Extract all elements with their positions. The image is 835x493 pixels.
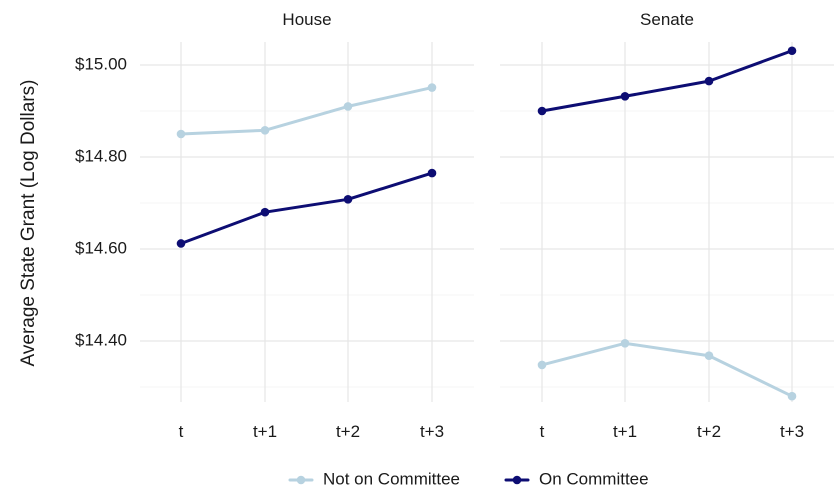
data-point-not-on-committee — [537, 360, 547, 370]
y-tick-label: $14.40 — [75, 330, 127, 349]
y-tick-label: $15.00 — [75, 54, 127, 73]
data-point-not-on-committee — [343, 102, 353, 111]
data-point-not-on-committee — [176, 129, 186, 139]
series-senate — [537, 46, 797, 401]
x-tick-labels-senate: t t+1 t+2 t+3 — [540, 422, 804, 441]
grid-house — [140, 42, 474, 402]
series-line-on-committee — [179, 171, 434, 245]
data-point-on-committee — [343, 195, 353, 204]
panel-senate: Senate t t+1 t+2 t+3 — [500, 10, 834, 441]
x-tick-label: t+1 — [613, 422, 637, 441]
legend-label: Not on Committee — [323, 469, 460, 488]
panel-house: House t t+1 t+2 t+3 — [140, 10, 474, 441]
data-point-not-on-committee — [260, 126, 270, 135]
data-point-not-on-committee — [704, 351, 714, 361]
data-point-not-on-committee — [620, 339, 630, 348]
data-point-on-committee — [176, 239, 186, 248]
series-line-on-committee — [540, 49, 794, 113]
series-line-not-on-committee — [540, 341, 794, 398]
x-tick-label: t+3 — [420, 422, 444, 441]
legend-item-on-committee: On Committee — [504, 469, 649, 488]
legend-key-point — [296, 475, 306, 485]
data-point-on-committee — [260, 207, 270, 217]
data-point-on-committee — [427, 168, 437, 178]
legend-label: On Committee — [539, 469, 649, 488]
facet-title-house: House — [282, 10, 331, 29]
x-tick-label: t+2 — [697, 422, 721, 441]
x-tick-labels-house: t t+1 t+2 t+3 — [179, 422, 444, 441]
x-tick-label: t — [179, 422, 184, 441]
x-tick-label: t+2 — [336, 422, 360, 441]
data-point-not-on-committee — [427, 83, 437, 92]
x-tick-label: t+1 — [253, 422, 277, 441]
x-tick-label: t+3 — [780, 422, 804, 441]
y-tick-labels: $14.40 $14.60 $14.80 $15.00 — [75, 54, 127, 349]
data-point-not-on-committee — [787, 391, 797, 401]
data-point-on-committee — [620, 91, 630, 101]
legend-key-point — [512, 475, 522, 485]
series-house — [176, 83, 437, 248]
data-point-on-committee — [704, 76, 714, 86]
legend: Not on Committee On Committee — [288, 469, 649, 488]
series-line-not-on-committee — [179, 86, 434, 136]
legend-item-not-on-committee: Not on Committee — [288, 469, 460, 488]
y-tick-label: $14.80 — [75, 146, 127, 165]
y-tick-label: $14.60 — [75, 238, 127, 257]
data-point-on-committee — [537, 106, 547, 116]
x-tick-label: t — [540, 422, 545, 441]
y-axis-title: Average State Grant (Log Dollars) — [18, 80, 39, 367]
data-point-on-committee — [787, 46, 797, 56]
facet-title-senate: Senate — [640, 10, 694, 29]
